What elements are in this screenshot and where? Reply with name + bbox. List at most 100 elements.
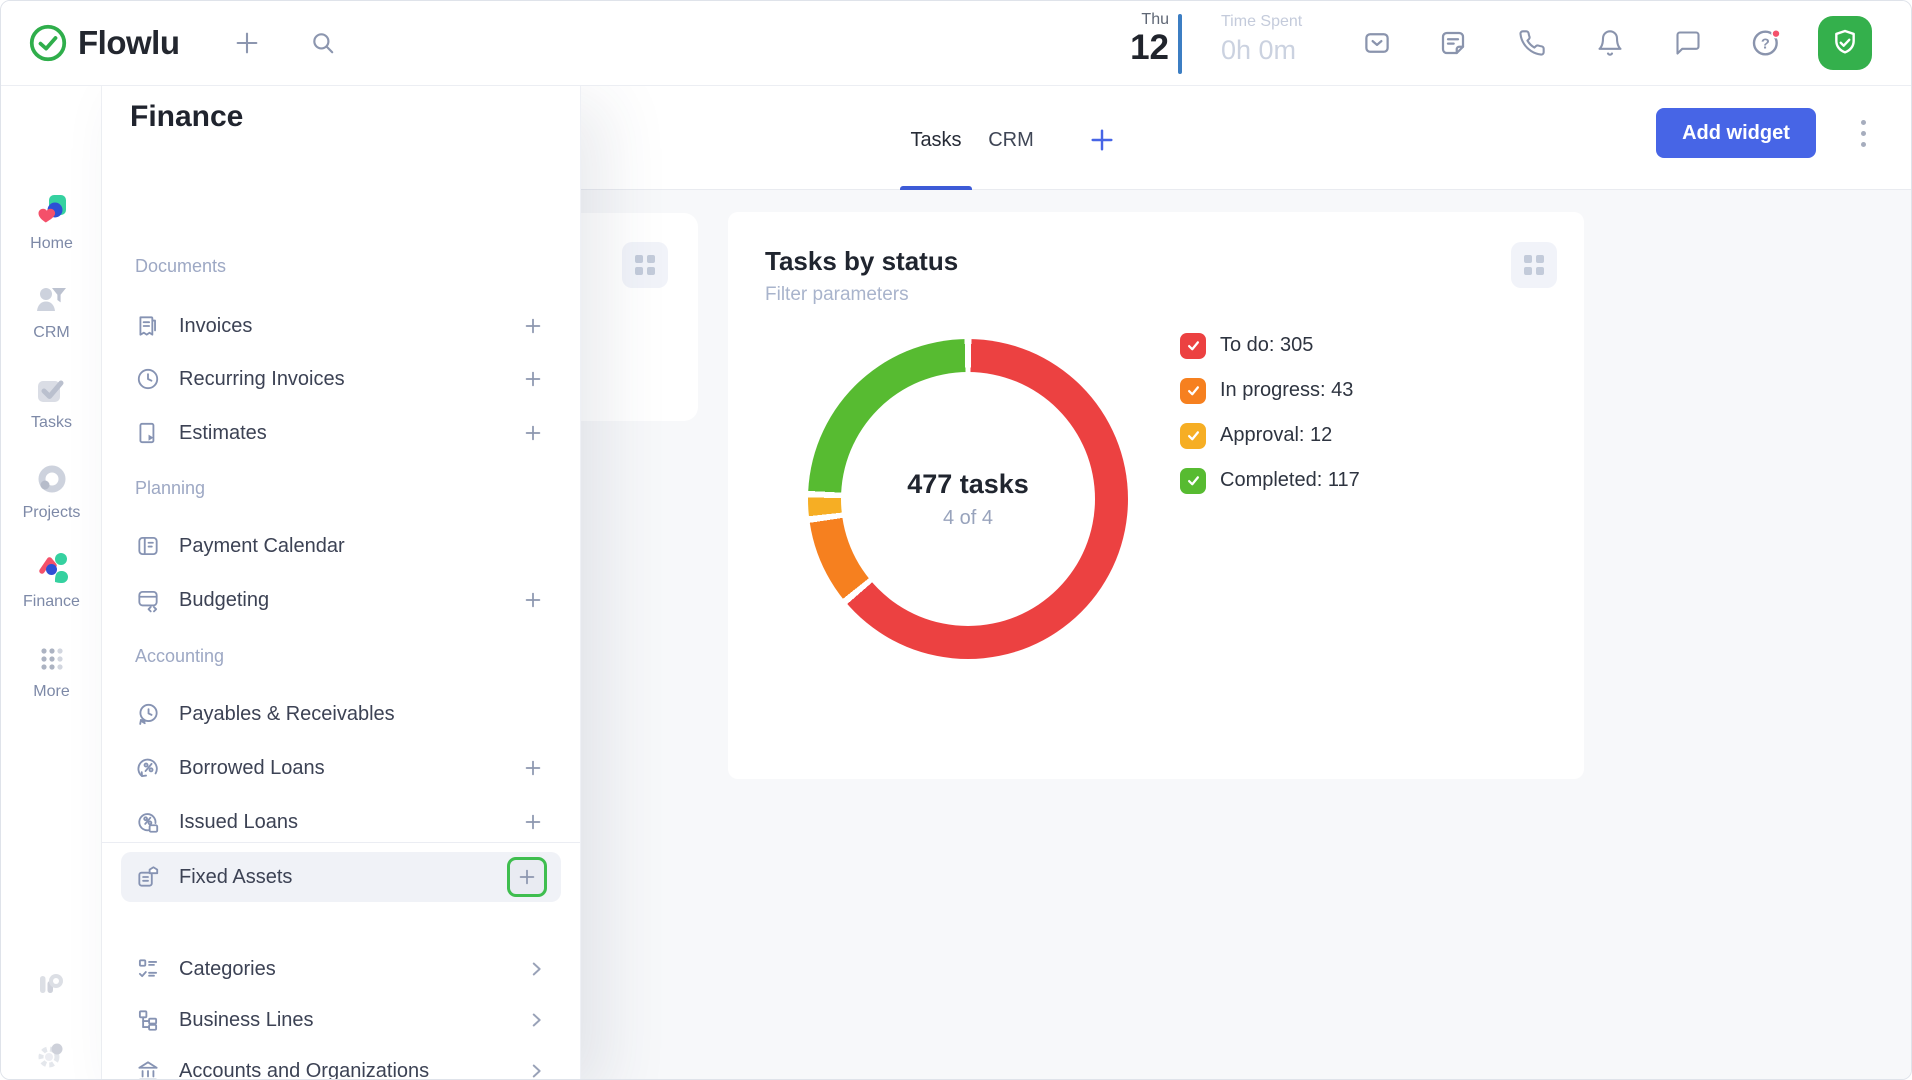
mail-button[interactable] <box>1355 21 1399 65</box>
widget-drag-handle[interactable] <box>622 242 668 288</box>
menu-item-invoices[interactable]: Invoices <box>121 299 561 353</box>
invoice-icon <box>139 316 156 336</box>
legend-checkbox[interactable] <box>1180 332 1206 359</box>
add-recurring-invoice-button[interactable] <box>519 365 547 393</box>
sidebar-item-label: Home <box>30 235 73 252</box>
chevron-right-icon <box>525 1009 547 1031</box>
add-estimate-button[interactable] <box>519 419 547 447</box>
phone-icon <box>1519 30 1545 56</box>
chat-button[interactable] <box>1666 21 1710 65</box>
tab-tasks[interactable]: Tasks <box>910 129 962 151</box>
add-issued-loan-button[interactable] <box>519 808 547 836</box>
menu-item-categories[interactable]: Categories <box>121 942 561 996</box>
plus-icon <box>1091 129 1113 151</box>
legend-label: Completed: 117 <box>1220 469 1360 491</box>
menu-item-payment-calendar[interactable]: Payment Calendar <box>121 519 561 573</box>
search-button[interactable] <box>305 25 341 61</box>
crm-icon <box>36 288 66 311</box>
plus-icon <box>525 371 541 387</box>
sidebar-item-tasks[interactable]: Tasks <box>1 370 102 432</box>
plus-icon <box>519 869 535 885</box>
phone-button[interactable] <box>1510 21 1554 65</box>
section-header-documents: Documents <box>135 256 227 276</box>
finance-icon <box>38 553 68 584</box>
legend-checkbox[interactable] <box>1180 422 1206 449</box>
legend-label: To do: 305 <box>1220 334 1314 356</box>
check-icon <box>1187 476 1199 486</box>
add-budget-button[interactable] <box>519 586 547 614</box>
sidebar-item-finance[interactable]: Finance <box>1 549 102 611</box>
settings-app-icon[interactable] <box>31 1035 71 1075</box>
sidebar-item-more[interactable]: More <box>1 639 102 701</box>
notes-button[interactable] <box>1431 21 1475 65</box>
bell-icon <box>1598 30 1622 56</box>
filter-parameters-link[interactable]: Filter parameters <box>765 284 909 305</box>
sidebar-item-label: CRM <box>33 324 70 341</box>
menu-item-estimates[interactable]: Estimates <box>121 406 561 460</box>
dashboard-menu-button[interactable] <box>1854 113 1872 153</box>
donut-center: 477 tasks 4 of 4 <box>841 372 1095 626</box>
quick-add-button[interactable] <box>229 25 265 61</box>
calendar-date[interactable]: Thu 12 <box>1081 11 1169 67</box>
sidebar-item-projects[interactable]: Projects <box>1 460 102 522</box>
chat-icon <box>1676 31 1700 55</box>
menu-item-business-lines[interactable]: Business Lines <box>121 993 561 1047</box>
menu-item-fixed-assets[interactable]: Fixed Assets <box>121 852 561 902</box>
section-header-planning: Planning <box>135 478 206 498</box>
menu-item-borrowed-loans[interactable]: Borrowed Loans <box>121 741 561 795</box>
legend-checkbox[interactable] <box>1180 377 1206 404</box>
check-icon <box>1187 341 1199 351</box>
portal-app-icon[interactable] <box>31 968 71 1008</box>
flyout-title: Finance <box>130 100 244 133</box>
help-icon: ? <box>1752 28 1781 56</box>
issued-loans-icon <box>138 813 159 833</box>
top-bar: Flowlu Thu 12 Time Spent 0h 0m <box>1 1 1911 86</box>
widget-drag-handle[interactable] <box>1511 242 1557 288</box>
time-spent[interactable]: Time Spent 0h 0m <box>1221 13 1302 66</box>
legend-label: In progress: 43 <box>1220 379 1354 401</box>
menu-item-budgeting[interactable]: Budgeting <box>121 573 561 627</box>
widget-title: Tasks by status <box>765 246 959 276</box>
flowlu-logo[interactable]: Flowlu <box>28 23 180 63</box>
add-borrowed-loan-button[interactable] <box>519 754 547 782</box>
add-dashboard-tab-button[interactable] <box>1088 126 1116 159</box>
sidebar-item-crm[interactable]: CRM <box>1 280 102 342</box>
donut-chart[interactable]: 477 tasks 4 of 4 <box>808 339 1128 659</box>
borrowed-loans-icon <box>137 758 158 778</box>
notifications-button[interactable] <box>1588 21 1632 65</box>
business-lines-icon <box>138 1010 158 1031</box>
add-widget-button[interactable]: Add widget <box>1656 108 1816 158</box>
svg-text:?: ? <box>1761 36 1770 52</box>
plus-icon <box>525 814 541 830</box>
home-icon <box>38 195 66 223</box>
legend-item-approval[interactable]: Approval: 12 <box>1180 413 1360 458</box>
sidebar-item-label: Tasks <box>31 414 72 431</box>
legend-item-todo[interactable]: To do: 305 <box>1180 323 1360 368</box>
help-button[interactable]: ? <box>1744 21 1788 65</box>
tasks-by-status-widget: Tasks by status Filter parameters 477 ta… <box>728 212 1584 779</box>
clock-icon <box>137 368 159 390</box>
add-fixed-asset-button-highlighted[interactable] <box>507 857 547 897</box>
tab-crm[interactable]: CRM <box>988 129 1034 151</box>
legend-checkbox[interactable] <box>1180 467 1206 494</box>
menu-item-accounts-organizations[interactable]: Accounts and Organizations <box>121 1044 561 1079</box>
add-invoice-button[interactable] <box>519 312 547 340</box>
sidebar-item-label: Projects <box>22 504 81 521</box>
legend-label: Approval: 12 <box>1220 424 1333 446</box>
avatar[interactable] <box>1818 16 1872 70</box>
check-icon <box>1187 386 1199 396</box>
legend-item-completed[interactable]: Completed: 117 <box>1180 458 1360 503</box>
menu-item-issued-loans[interactable]: Issued Loans <box>121 795 561 849</box>
search-icon <box>313 33 334 54</box>
brand-name: Flowlu <box>78 24 180 61</box>
drag-dots-icon <box>635 255 655 275</box>
mail-icon <box>1365 33 1389 53</box>
section-header-accounting: Accounting <box>135 646 225 666</box>
legend-item-in-progress[interactable]: In progress: 43 <box>1180 368 1360 413</box>
projects-icon <box>38 465 65 493</box>
sidebar-item-home[interactable]: Home <box>1 191 102 253</box>
menu-item-recurring-invoices[interactable]: Recurring Invoices <box>121 352 561 406</box>
sidebar-item-label: Finance <box>23 593 80 610</box>
menu-item-payables-receivables[interactable]: Payables & Receivables <box>121 687 561 741</box>
plus-icon <box>525 592 541 608</box>
